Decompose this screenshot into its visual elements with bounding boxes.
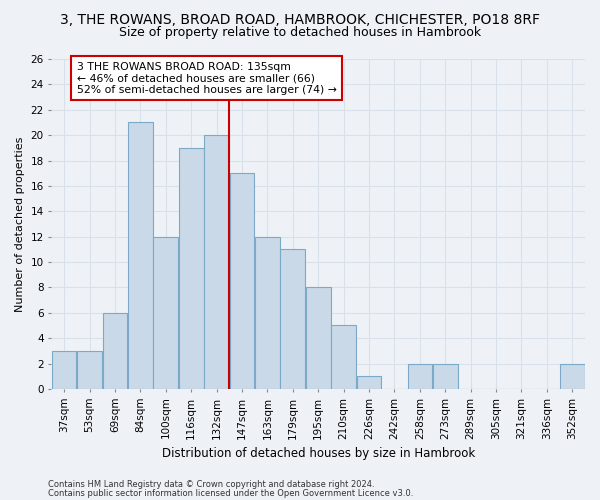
Bar [255, 236, 280, 389]
Bar [128, 122, 152, 389]
Bar [230, 173, 254, 389]
X-axis label: Distribution of detached houses by size in Hambrook: Distribution of detached houses by size … [161, 447, 475, 460]
Bar [154, 236, 178, 389]
Bar [357, 376, 382, 389]
Bar [433, 364, 458, 389]
Bar [77, 351, 102, 389]
Y-axis label: Number of detached properties: Number of detached properties [15, 136, 25, 312]
Bar [179, 148, 203, 389]
Bar [103, 313, 127, 389]
Bar [560, 364, 584, 389]
Text: Size of property relative to detached houses in Hambrook: Size of property relative to detached ho… [119, 26, 481, 39]
Text: Contains HM Land Registry data © Crown copyright and database right 2024.: Contains HM Land Registry data © Crown c… [48, 480, 374, 489]
Text: 3, THE ROWANS, BROAD ROAD, HAMBROOK, CHICHESTER, PO18 8RF: 3, THE ROWANS, BROAD ROAD, HAMBROOK, CHI… [60, 12, 540, 26]
Bar [204, 135, 229, 389]
Bar [306, 288, 331, 389]
Text: 3 THE ROWANS BROAD ROAD: 135sqm
← 46% of detached houses are smaller (66)
52% of: 3 THE ROWANS BROAD ROAD: 135sqm ← 46% of… [77, 62, 337, 94]
Bar [407, 364, 432, 389]
Text: Contains public sector information licensed under the Open Government Licence v3: Contains public sector information licen… [48, 488, 413, 498]
Bar [331, 326, 356, 389]
Bar [280, 250, 305, 389]
Bar [52, 351, 76, 389]
